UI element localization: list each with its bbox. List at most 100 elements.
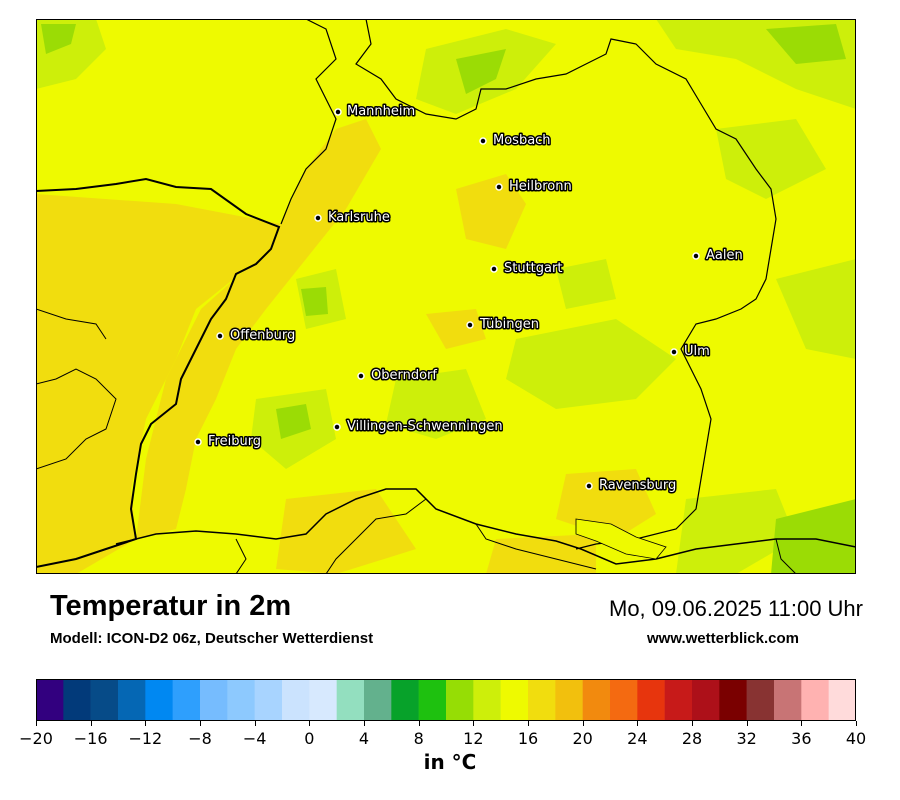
city-offenburg: Offenburg [216, 327, 297, 345]
colorbar-unit-label: in °C [423, 750, 477, 774]
colorbar-segment [118, 679, 146, 721]
temperature-map: Mannheim Mosbach Heilbronn Karlsruhe Aal… [36, 19, 856, 574]
colorbar-segment [282, 679, 310, 721]
city-label-mosbach: Mosbach [493, 133, 551, 148]
colorbar-tick-label: 40 [845, 729, 867, 748]
city-ulm: Ulm [670, 343, 711, 361]
colorbar-segment [828, 679, 856, 721]
colorbar-tick-label: 12 [463, 729, 484, 748]
colorbar-tick-label: 24 [627, 729, 648, 748]
colorbar-segment [555, 679, 583, 721]
forecast-datetime: Mo, 09.06.2025 11:00 Uhr [609, 596, 863, 621]
colorbar-segment [418, 679, 447, 721]
colorbar-segment [719, 679, 747, 721]
colorbar-tick-mark [145, 721, 147, 726]
colorbar-segment [391, 679, 419, 721]
city-label-freiburg: Freiburg [208, 434, 261, 449]
city-label-ulm: Ulm [684, 344, 710, 359]
colorbar-segment [336, 679, 365, 721]
city-mannheim: Mannheim [334, 103, 417, 121]
colorbar-segment [664, 679, 693, 721]
city-freiburg: Freiburg [194, 433, 263, 451]
city-heilbronn: Heilbronn [495, 178, 573, 196]
colorbar-tick-label: −16 [73, 729, 108, 748]
colorbar-tick-label: 8 [413, 729, 424, 748]
colorbar-segment [254, 679, 283, 721]
colorbar-segment [774, 679, 802, 721]
colorbar-segments [36, 679, 856, 721]
colorbar-tick-label: −20 [19, 729, 53, 748]
colorbar-tick-mark [418, 721, 420, 726]
colorbar-segment [528, 679, 556, 721]
lake-constance [575, 518, 667, 560]
colorbar-tick-mark [582, 721, 584, 726]
model-subtitle: Modell: ICON-D2 06z, Deutscher Wetterdie… [50, 630, 374, 647]
city-label-ravensburg: Ravensburg [599, 478, 676, 493]
city-aalen: Aalen [692, 247, 744, 265]
warm-areas [36, 119, 656, 574]
border-lines [36, 19, 856, 574]
colorbar-segment [746, 679, 775, 721]
city-stuttgart: Stuttgart [490, 260, 564, 278]
colorbar-segment [692, 679, 720, 721]
page-title: Temperatur in 2m [50, 590, 292, 622]
website-link[interactable]: www.wetterblick.com [647, 630, 799, 647]
colorbar-tick-label: 0 [304, 729, 315, 748]
city-label-offenburg: Offenburg [230, 328, 295, 343]
colorbar-tick-label: 32 [736, 729, 757, 748]
colorbar-tick-mark [801, 721, 803, 726]
city-ravensburg: Ravensburg [585, 477, 678, 495]
colorbar-tick-mark [473, 721, 475, 726]
city-label-stuttgart: Stuttgart [504, 261, 562, 276]
colorbar-tick-label: 28 [681, 729, 703, 748]
colorbar-tick-label: 36 [791, 729, 812, 748]
colorbar-segment [227, 679, 255, 721]
colorbar-tick-label: −4 [242, 729, 267, 748]
colorbar-tick-mark [309, 721, 311, 726]
city-karlsruhe: Karlsruhe [314, 209, 391, 227]
city-markers: Mannheim Mosbach Heilbronn Karlsruhe Aal… [194, 103, 744, 495]
city-mosbach: Mosbach [479, 132, 552, 150]
colorbar-tick-mark [692, 721, 693, 726]
city-label-villingen-schwenningen: Villingen-Schwenningen [347, 419, 503, 434]
colorbar-tick-label: 4 [358, 729, 370, 748]
map-frame [36, 19, 856, 574]
colorbar-segment [145, 679, 173, 721]
colorbar-segment [473, 679, 501, 721]
colorbar-segment [90, 679, 119, 721]
city-label-karlsruhe: Karlsruhe [328, 210, 390, 225]
city-tuebingen: Tübingen [466, 316, 541, 334]
colorbar-segment [200, 679, 228, 721]
colorbar-segment [63, 679, 91, 721]
city-label-tuebingen: Tübingen [479, 317, 539, 332]
city-oberndorf: Oberndorf [357, 367, 439, 385]
temperature-colorbar [36, 679, 856, 721]
colorbar-segment [446, 679, 474, 721]
colorbar-tick-label: −12 [128, 729, 163, 748]
colorbar-ticks: −20 −16 −12 −8 −4 0 4 8 12 16 20 24 28 32 36 40 [19, 721, 866, 751]
colorbar-segment [582, 679, 611, 721]
colorbar-tick-label: 16 [517, 729, 539, 748]
colorbar-segment [172, 679, 201, 721]
colorbar-segment [637, 679, 665, 721]
city-label-mannheim: Mannheim [347, 104, 415, 119]
colorbar-tick-mark [746, 721, 748, 726]
city-label-aalen: Aalen [706, 248, 743, 263]
colorbar-segment [500, 679, 529, 721]
colorbar-tick-mark [90, 721, 92, 726]
colorbar-segment [36, 679, 64, 721]
colorbar-segment [364, 679, 392, 721]
colorbar-tick-label: 20 [572, 729, 593, 748]
city-label-oberndorf: Oberndorf [371, 368, 437, 383]
city-villingen-schwenningen: Villingen-Schwenningen [333, 418, 504, 436]
colorbar-segment [309, 679, 337, 721]
colorbar-tick-mark [637, 721, 639, 726]
city-label-heilbronn: Heilbronn [509, 179, 572, 194]
colorbar-tick-mark [36, 721, 37, 726]
colorbar-tick-mark [364, 721, 365, 726]
colorbar-tick-mark [856, 721, 857, 726]
colorbar-tick-label: −8 [188, 729, 212, 748]
colorbar-tick-mark [200, 721, 201, 726]
colorbar-segment [610, 679, 638, 721]
colorbar-tick-mark [528, 721, 529, 726]
